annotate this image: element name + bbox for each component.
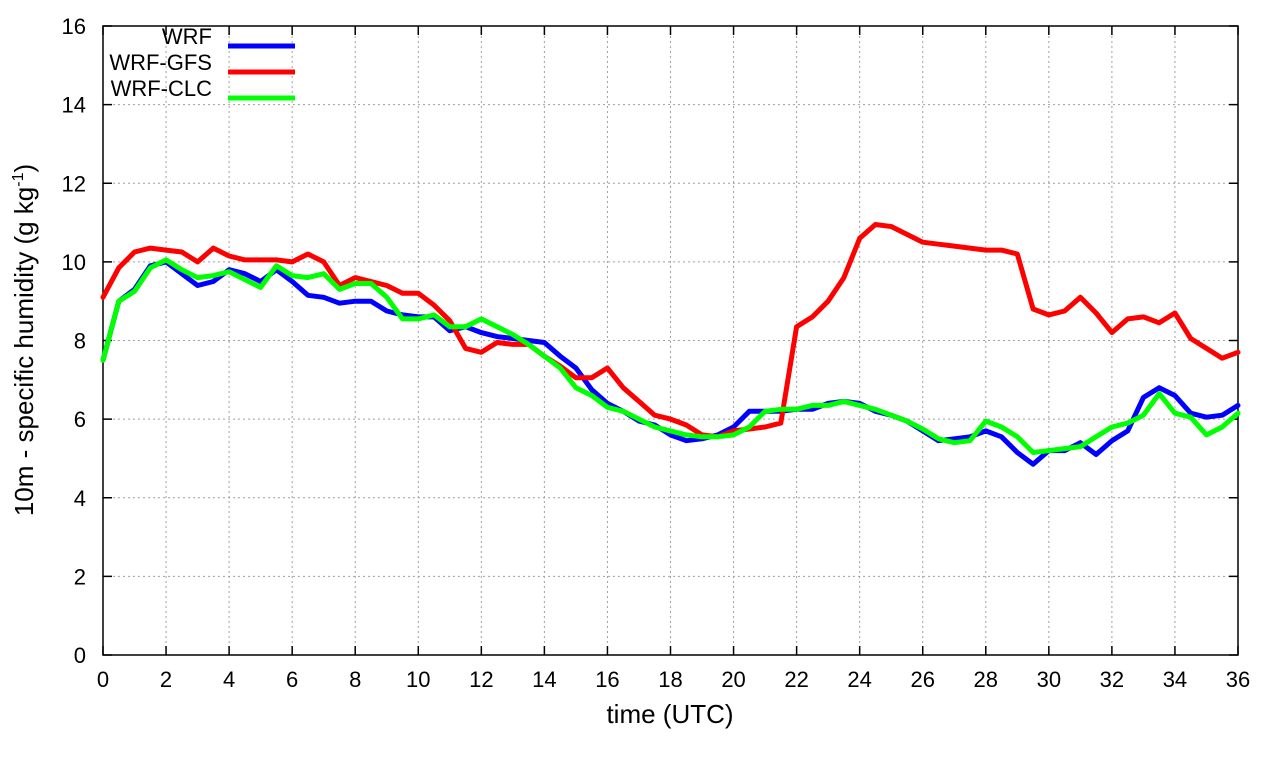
x-tick-label: 16 — [595, 667, 619, 692]
x-axis-label: time (UTC) — [606, 699, 733, 729]
y-tick-label: 4 — [74, 486, 86, 511]
series-lines — [100, 222, 1241, 467]
y-tick-label: 16 — [62, 14, 86, 39]
x-tick-label: 20 — [721, 667, 745, 692]
x-tick-label: 34 — [1163, 667, 1187, 692]
y-tick-label: 6 — [74, 407, 86, 432]
y-axis-label: 10m - specific humidity (g kg-1) — [9, 164, 39, 516]
x-tick-label: 32 — [1100, 667, 1124, 692]
y-tick-label: 10 — [62, 250, 86, 275]
x-tick-label: 6 — [286, 667, 298, 692]
legend-label-wrf-clc: WRF-CLC — [111, 76, 213, 101]
x-tick-label: 24 — [847, 667, 871, 692]
x-tick-label: 14 — [532, 667, 556, 692]
x-tick-label: 28 — [974, 667, 998, 692]
series-line-wrf-clc — [100, 257, 1241, 455]
x-tick-label: 8 — [349, 667, 361, 692]
series-line-wrf-gfs — [100, 222, 1241, 440]
y-tick-label: 2 — [74, 564, 86, 589]
x-tick-label: 0 — [97, 667, 109, 692]
y-tick-label: 0 — [74, 643, 86, 668]
y-tick-label: 8 — [74, 329, 86, 354]
legend-label-wrf-gfs: WRF-GFS — [109, 50, 212, 75]
y-tick-label: 14 — [62, 93, 86, 118]
x-tick-label: 12 — [469, 667, 493, 692]
x-tick-label: 2 — [160, 667, 172, 692]
x-tick-label: 26 — [910, 667, 934, 692]
legend-label-wrf: WRF — [162, 24, 212, 49]
y-tick-label: 12 — [62, 171, 86, 196]
grid — [103, 26, 1238, 655]
axis-ticks: 0 2 4 6 8 10 12 14 16 18 20 22 24 26 28 30 32 34 360246810… — [62, 14, 1251, 692]
x-tick-label: 36 — [1226, 667, 1250, 692]
x-tick-label: 10 — [406, 667, 430, 692]
x-tick-label: 30 — [1037, 667, 1061, 692]
x-tick-label: 4 — [223, 667, 235, 692]
x-tick-label: 22 — [784, 667, 808, 692]
x-tick-label: 18 — [658, 667, 682, 692]
